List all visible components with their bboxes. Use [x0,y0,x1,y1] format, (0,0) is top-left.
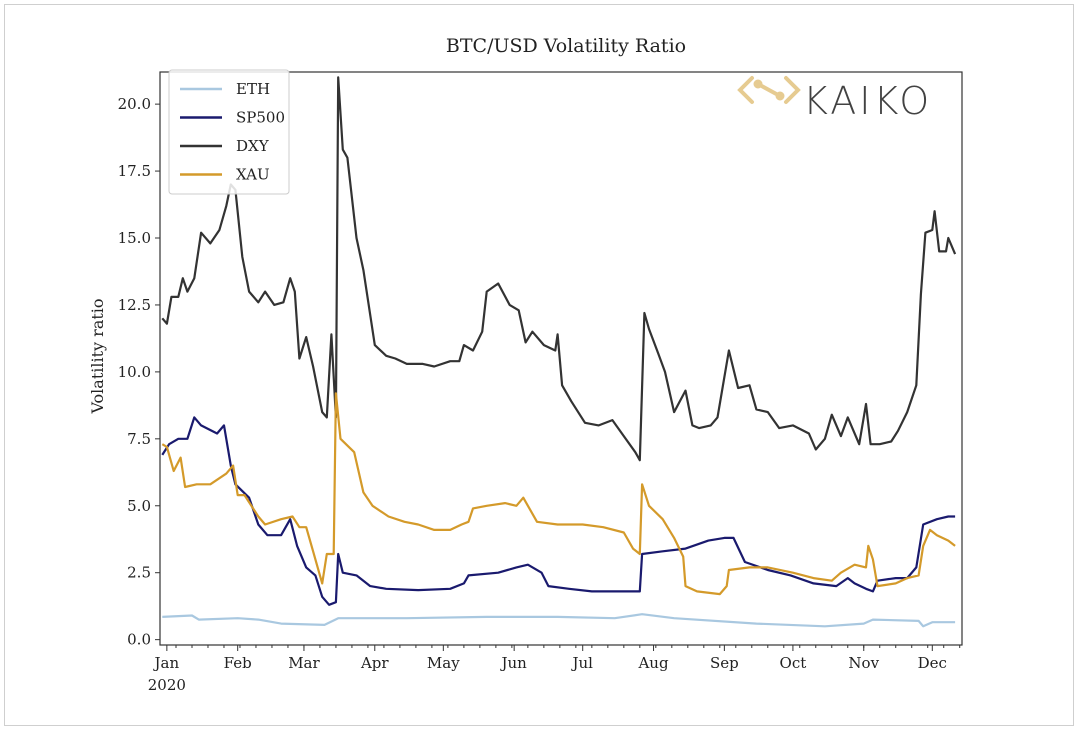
series-line-dxy [161,76,957,462]
x-tick-label: May [427,654,460,672]
y-tick-label: 12.5 [118,296,151,314]
kaiko-logo: KAIKO [737,76,932,123]
y-tick-label: 7.5 [127,430,151,448]
x-tick-label: Jun [499,654,527,672]
legend-label: DXY [236,137,270,155]
legend-label: XAU [236,166,270,184]
y-tick-label: 10.0 [118,363,151,381]
x-tick-year-label: 2020 [148,676,186,694]
y-tick-label: 2.5 [127,564,151,582]
x-tick-label: Aug [637,654,668,672]
series-line-xau [161,392,956,596]
kaiko-logo-text: KAIKO [803,79,932,123]
x-tick-label: Dec [918,654,947,672]
chart-title: BTC/USD Volatility Ratio [446,35,686,57]
y-tick-label: 17.5 [118,162,151,180]
x-tick-label: Apr [360,654,389,672]
x-tick-label: Jul [570,654,593,672]
y-tick-label: 15.0 [118,229,151,247]
y-tick-label: 20.0 [118,95,151,113]
x-tick-label: Feb [224,654,252,672]
y-tick-label: 5.0 [127,497,151,515]
x-tick-label: Jan [153,654,180,672]
x-tick-label: Oct [780,654,807,672]
legend-box [168,69,290,195]
x-tick-label: Nov [848,654,879,672]
legend-label: SP500 [236,109,285,127]
legend: ETH SP500 DXY XAU [168,69,290,195]
image-frame [4,4,1074,726]
kaiko-logo-mark [737,76,801,104]
x-tick-label: Mar [288,654,320,672]
series-line-eth [162,613,956,628]
y-axis-label: Volatility ratio [88,298,107,414]
series-line-sp500 [161,416,956,606]
legend-label: ETH [236,80,270,98]
y-tick-label: 0.0 [127,631,151,649]
x-tick-label: Sep [710,654,739,672]
plot-area-frame [159,71,963,646]
